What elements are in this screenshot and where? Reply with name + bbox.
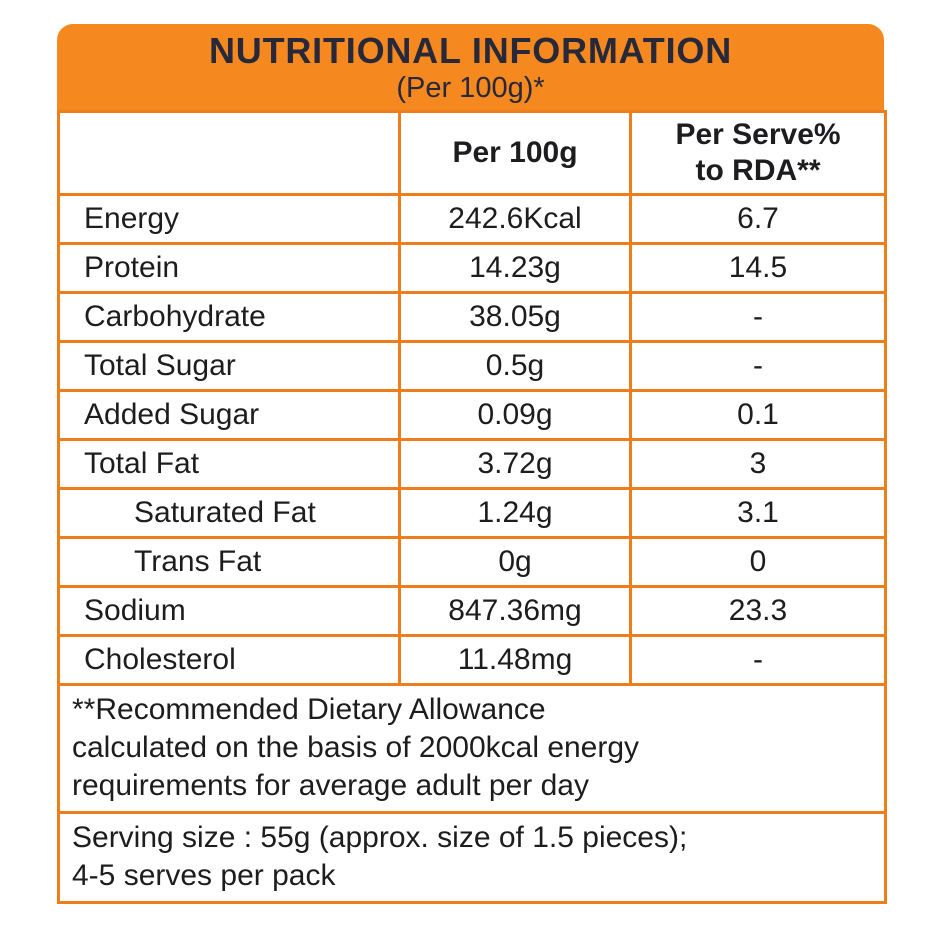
nutrient-name: Total Sugar xyxy=(57,340,401,392)
nutrient-name: Cholesterol xyxy=(57,634,401,686)
panel-header: NUTRITIONAL INFORMATION (Per 100g)* xyxy=(57,24,884,110)
nutrient-per-serve-value: 0.1 xyxy=(629,389,887,441)
nutrient-per-serve-value: - xyxy=(629,291,887,343)
nutrient-row: Protein 14.23g 14.5 xyxy=(57,242,887,294)
nutrient-per-serve-value: - xyxy=(629,634,887,686)
nutrient-name: Added Sugar xyxy=(57,389,401,441)
serving-note-row: Serving size : 55g (approx. size of 1.5 … xyxy=(57,811,887,904)
nutrient-row: Energy 242.6Kcal 6.7 xyxy=(57,193,887,245)
nutrient-per-100g-value: 38.05g xyxy=(398,291,632,343)
nutrient-name: Carbohydrate xyxy=(57,291,401,343)
nutrient-row: Trans Fat 0g 0 xyxy=(57,536,887,588)
nutrient-name: Trans Fat xyxy=(57,536,401,588)
nutrient-per-100g-value: 0.5g xyxy=(398,340,632,392)
note-line: Serving size : 55g (approx. size of 1.5 … xyxy=(72,821,688,854)
nutrient-row: Total Fat 3.72g 3 xyxy=(57,438,887,490)
nutrient-per-100g-value: 0g xyxy=(398,536,632,588)
nutrition-table: Per 100g Per Serve% to RDA** Energy 242.6… xyxy=(57,110,887,904)
nutrient-row: Added Sugar 0.09g 0.1 xyxy=(57,389,887,441)
nutrient-per-serve-value: - xyxy=(629,340,887,392)
nutrient-per-100g-value: 11.48mg xyxy=(398,634,632,686)
nutrient-per-100g-value: 3.72g xyxy=(398,438,632,490)
column-header-per-serve: Per Serve% to RDA** xyxy=(629,110,887,196)
column-header-empty xyxy=(57,110,401,196)
panel-subtitle: (Per 100g)* xyxy=(396,71,545,104)
note-line: requirements for average adult per day xyxy=(72,769,589,802)
nutrient-name: Protein xyxy=(57,242,401,294)
nutrient-name: Sodium xyxy=(57,585,401,637)
nutrition-label-panel: NUTRITIONAL INFORMATION (Per 100g)* Per … xyxy=(57,24,887,904)
nutrient-row: Carbohydrate 38.05g - xyxy=(57,291,887,343)
column-header-per-100g: Per 100g xyxy=(398,110,632,196)
nutrient-per-100g-value: 14.23g xyxy=(398,242,632,294)
nutrient-name: Saturated Fat xyxy=(57,487,401,539)
nutrient-per-serve-value: 23.3 xyxy=(629,585,887,637)
nutrient-per-100g-value: 242.6Kcal xyxy=(398,193,632,245)
nutrient-per-serve-value: 3.1 xyxy=(629,487,887,539)
nutrient-name: Total Fat xyxy=(57,438,401,490)
column-header-row: Per 100g Per Serve% to RDA** xyxy=(57,110,887,196)
nutrient-row: Cholesterol 11.48mg - xyxy=(57,634,887,686)
nutrient-per-100g-value: 847.36mg xyxy=(398,585,632,637)
nutrient-per-100g-value: 0.09g xyxy=(398,389,632,441)
nutrient-name: Energy xyxy=(57,193,401,245)
panel-title: NUTRITIONAL INFORMATION xyxy=(208,29,732,71)
nutrient-row: Saturated Fat 1.24g 3.1 xyxy=(57,487,887,539)
nutrient-per-serve-value: 0 xyxy=(629,536,887,588)
nutrient-per-100g-value: 1.24g xyxy=(398,487,632,539)
nutrient-per-serve-value: 14.5 xyxy=(629,242,887,294)
rda-note-row: **Recommended Dietary Allowance calculate… xyxy=(57,683,887,814)
nutrient-per-serve-value: 6.7 xyxy=(629,193,887,245)
serving-note: Serving size : 55g (approx. size of 1.5 … xyxy=(57,811,887,904)
nutrient-row: Total Sugar 0.5g - xyxy=(57,340,887,392)
note-line: **Recommended Dietary Allowance xyxy=(72,693,546,726)
note-line: calculated on the basis of 2000kcal ener… xyxy=(72,731,640,764)
nutrient-per-serve-value: 3 xyxy=(629,438,887,490)
per-serve-header-line1: Per Serve% xyxy=(675,118,841,151)
nutrient-row: Sodium 847.36mg 23.3 xyxy=(57,585,887,637)
per-serve-header-line2: to RDA** xyxy=(695,154,821,187)
note-line: 4-5 serves per pack xyxy=(72,859,336,892)
rda-note: **Recommended Dietary Allowance calculate… xyxy=(57,683,887,814)
